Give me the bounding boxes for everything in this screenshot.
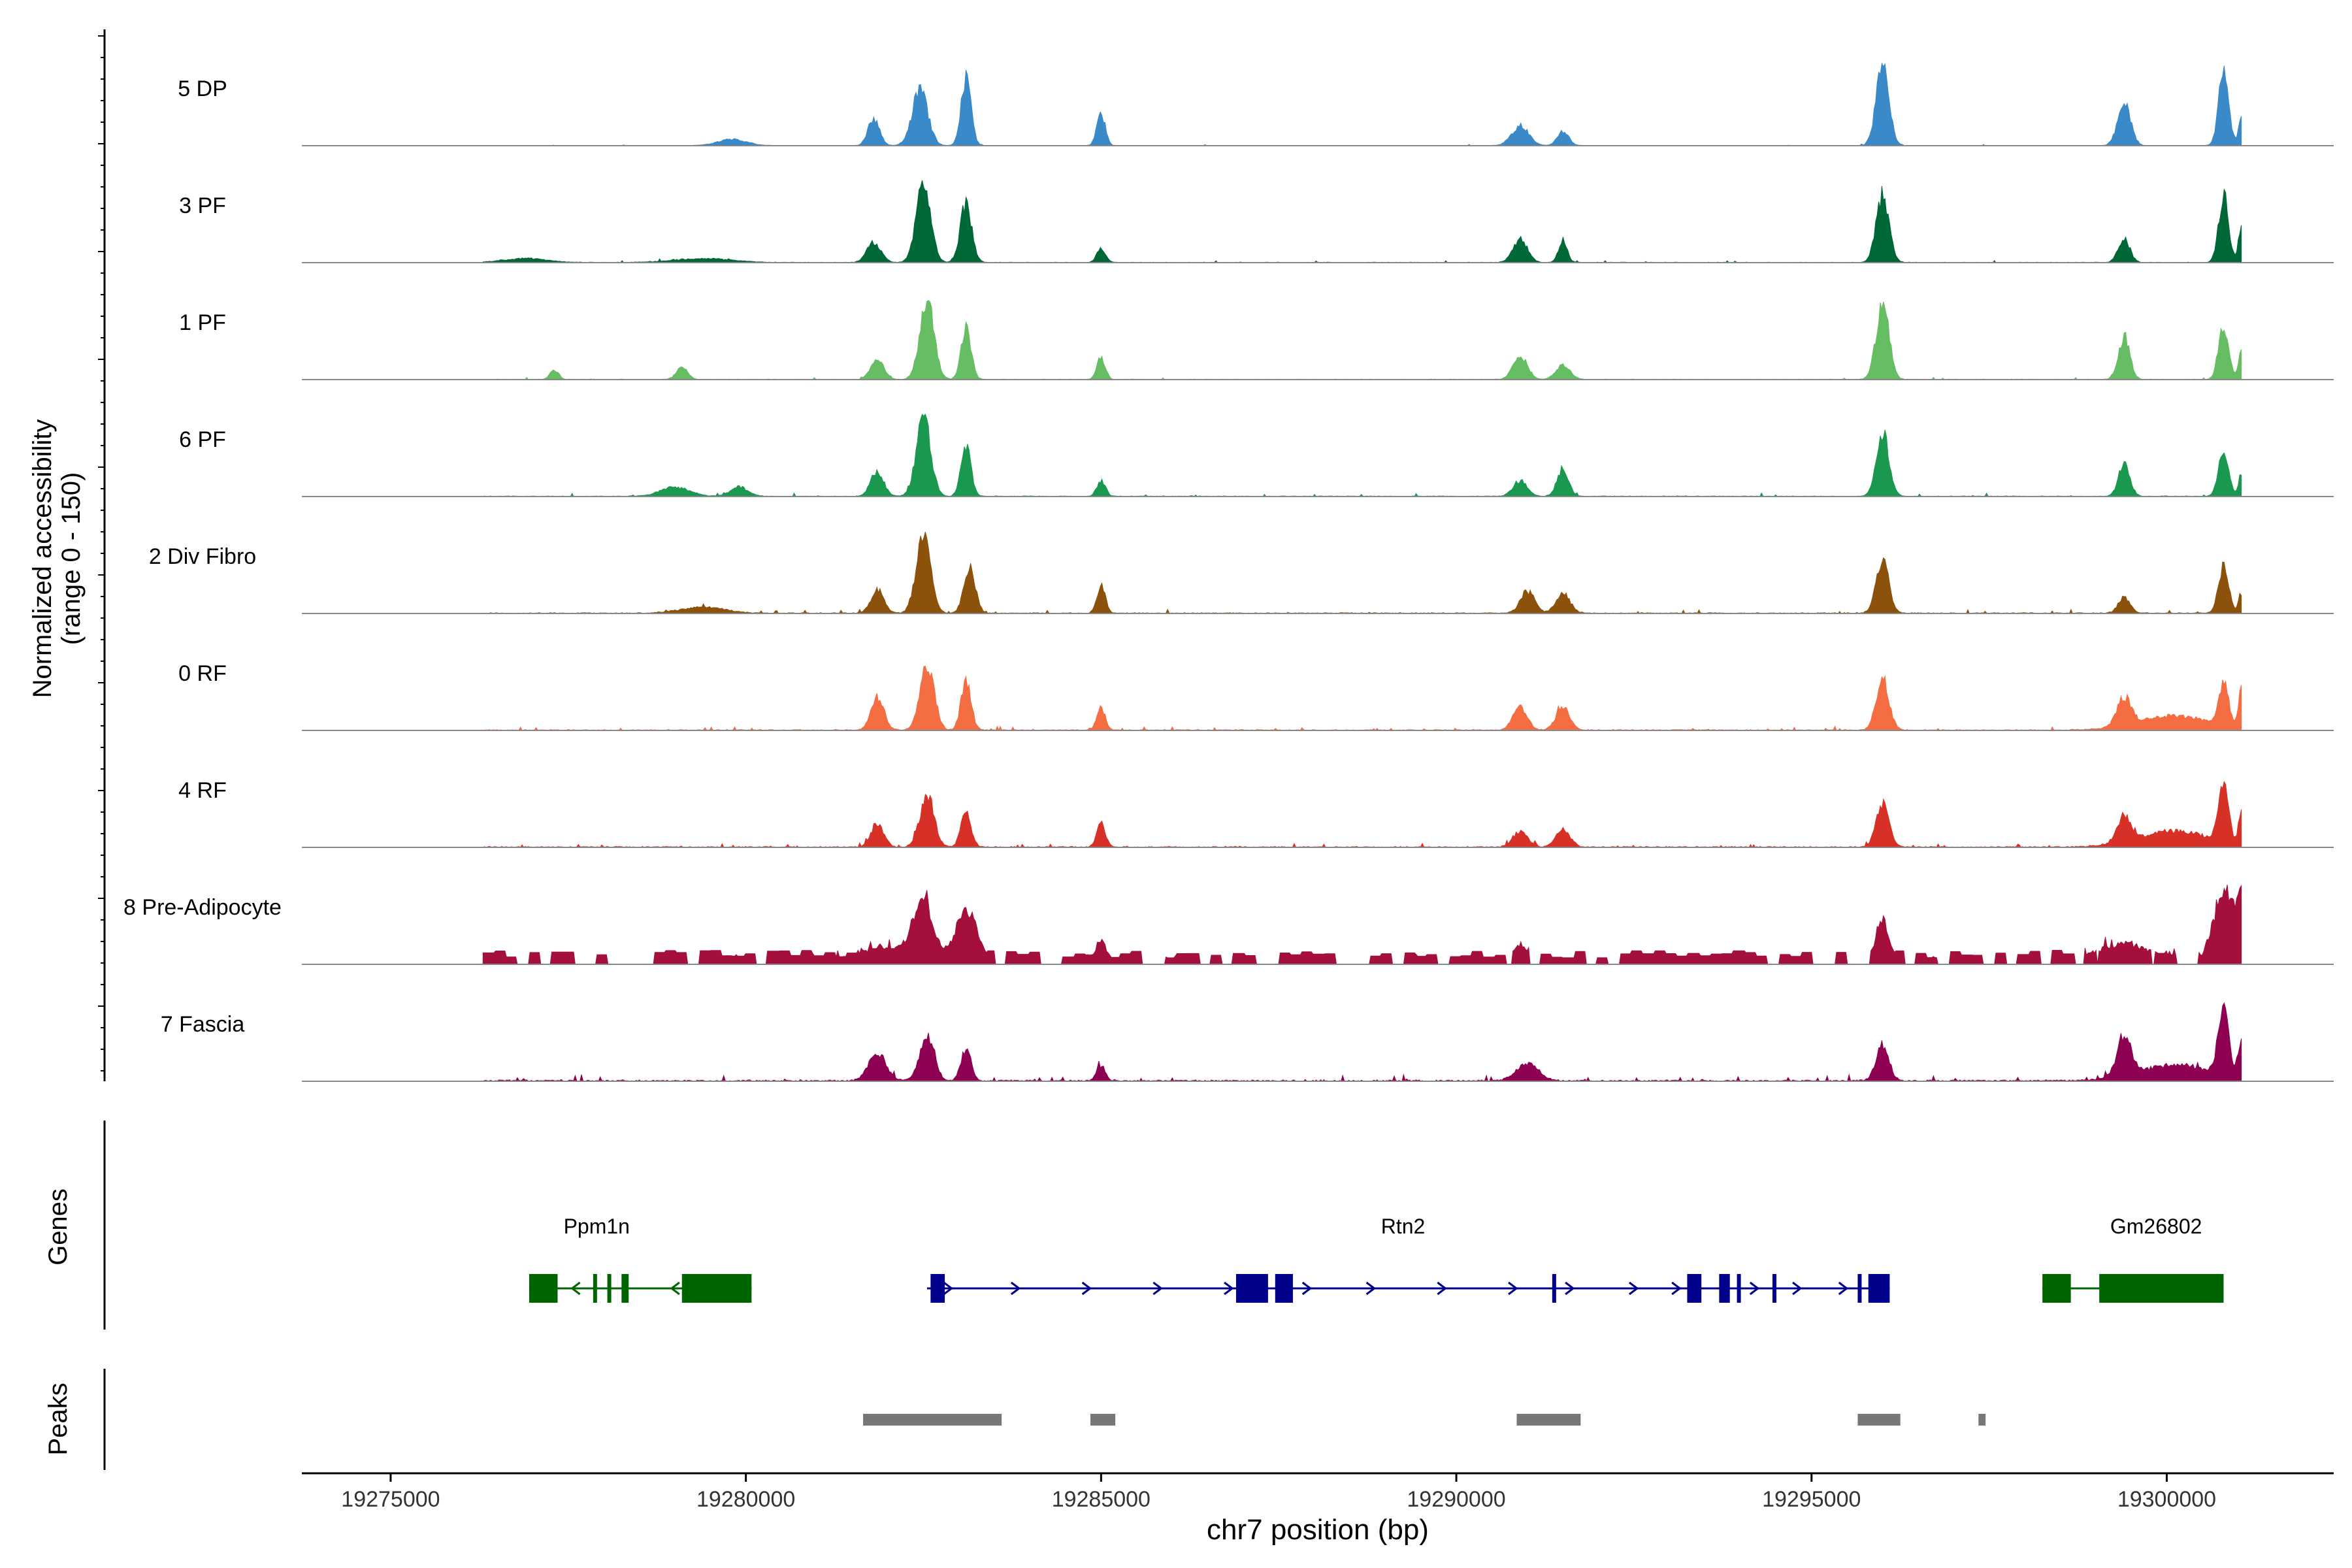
track-label: 7 Fascia bbox=[161, 1012, 245, 1037]
gene-exon bbox=[1552, 1274, 1556, 1303]
strand-arrow bbox=[1792, 1281, 1803, 1296]
strand-arrow bbox=[1010, 1281, 1021, 1296]
gene-exon bbox=[607, 1274, 612, 1303]
strand-arrow bbox=[670, 1281, 680, 1296]
track-label: 6 PF bbox=[179, 427, 226, 452]
gene-exon bbox=[621, 1274, 629, 1303]
gene-model: Rtn2 bbox=[926, 1215, 1890, 1303]
x-axis-tick-label: 19285000 bbox=[1052, 1487, 1151, 1512]
y-axis-label-line2: (range 0 - 150) bbox=[57, 472, 86, 645]
strand-arrow bbox=[1081, 1281, 1092, 1296]
strand-arrow bbox=[570, 1281, 581, 1296]
x-axis-ticks: 19275000 19280000 19285000 19290000 19295000… bbox=[341, 1473, 2216, 1512]
track-label: 3 PF bbox=[179, 193, 226, 218]
coverage-track: 6 PF bbox=[179, 413, 2334, 497]
track-label: 2 Div Fibro bbox=[149, 544, 256, 569]
x-axis-tick-label: 19295000 bbox=[1762, 1487, 1861, 1512]
track-label: 1 PF bbox=[179, 310, 226, 335]
coverage-tracks: 5 DP 3 PF 1 PF 6 PF 2 Div Fibro 0 RF 4 RF 8 Pre… bbox=[123, 62, 2334, 1082]
gene-label: Rtn2 bbox=[1381, 1215, 1426, 1238]
peak-region bbox=[1978, 1414, 1986, 1426]
coverage-track: 2 Div Fibro bbox=[149, 532, 2334, 614]
gene-exon bbox=[2042, 1274, 2071, 1303]
gene-exon bbox=[1857, 1274, 1862, 1303]
strand-arrow bbox=[1749, 1281, 1760, 1296]
peaks-panel-label: Peaks bbox=[44, 1382, 73, 1455]
gene-exon bbox=[1737, 1274, 1741, 1303]
peak-region bbox=[1090, 1414, 1116, 1426]
coverage-track: 0 RF bbox=[178, 661, 2334, 731]
gene-exon bbox=[529, 1274, 558, 1303]
peaks-track bbox=[863, 1414, 1986, 1426]
x-axis-label: chr7 position (bp) bbox=[1207, 1514, 1429, 1546]
gene-exon bbox=[1868, 1274, 1890, 1303]
track-label: 0 RF bbox=[178, 661, 227, 686]
gene-exon bbox=[681, 1274, 752, 1303]
gene-model: Ppm1n bbox=[529, 1215, 752, 1303]
coverage-track: 8 Pre-Adipocyte bbox=[123, 884, 2334, 965]
peak-region bbox=[1516, 1414, 1581, 1426]
gene-exon bbox=[930, 1274, 945, 1303]
strand-arrow bbox=[943, 1281, 954, 1296]
strand-arrow bbox=[1301, 1281, 1313, 1296]
coverage-track: 5 DP bbox=[178, 62, 2334, 146]
strand-arrow bbox=[1224, 1281, 1234, 1296]
strand-arrow bbox=[1152, 1281, 1163, 1296]
gene-exon bbox=[593, 1274, 597, 1303]
coverage-track: 4 RF bbox=[178, 778, 2334, 848]
gene-exon bbox=[1275, 1274, 1293, 1303]
x-axis-tick-label: 19300000 bbox=[2117, 1487, 2216, 1512]
y-axis-label-line1: Normalized accessibility bbox=[28, 419, 57, 698]
track-label: 5 DP bbox=[178, 76, 227, 101]
gene-label: Ppm1n bbox=[564, 1215, 630, 1238]
track-label: 8 Pre-Adipocyte bbox=[123, 895, 282, 920]
gene-exon bbox=[1772, 1274, 1776, 1303]
strand-arrow bbox=[1565, 1281, 1575, 1296]
strand-arrow bbox=[1437, 1281, 1447, 1296]
coverage-track: 3 PF bbox=[179, 180, 2334, 263]
gene-annotation-track: Ppm1n Rtn2 Gm26802 bbox=[529, 1215, 2224, 1303]
gene-exon bbox=[1235, 1274, 1268, 1303]
strand-arrow bbox=[1671, 1281, 1682, 1296]
gene-model: Gm26802 bbox=[2042, 1215, 2224, 1303]
gene-exon bbox=[1687, 1274, 1702, 1303]
coverage-y-axis-ticks bbox=[98, 35, 105, 1071]
strand-arrow bbox=[1628, 1281, 1639, 1296]
coverage-track: 1 PF bbox=[179, 300, 2334, 380]
strand-arrow bbox=[1508, 1281, 1518, 1296]
strand-arrow bbox=[1365, 1281, 1377, 1296]
peak-region bbox=[863, 1414, 1002, 1426]
gene-exon bbox=[1719, 1274, 1730, 1303]
gene-exon bbox=[2099, 1274, 2224, 1303]
track-label: 4 RF bbox=[178, 778, 227, 803]
x-axis-tick-label: 19275000 bbox=[341, 1487, 440, 1512]
x-axis-tick-label: 19290000 bbox=[1407, 1487, 1505, 1512]
genes-panel-label: Genes bbox=[44, 1188, 73, 1266]
x-axis-tick-label: 19280000 bbox=[696, 1487, 795, 1512]
coverage-track: 7 Fascia bbox=[161, 1002, 2334, 1082]
peak-region bbox=[1857, 1414, 1901, 1426]
strand-arrow bbox=[1838, 1281, 1849, 1296]
gene-label: Gm26802 bbox=[2110, 1215, 2202, 1238]
